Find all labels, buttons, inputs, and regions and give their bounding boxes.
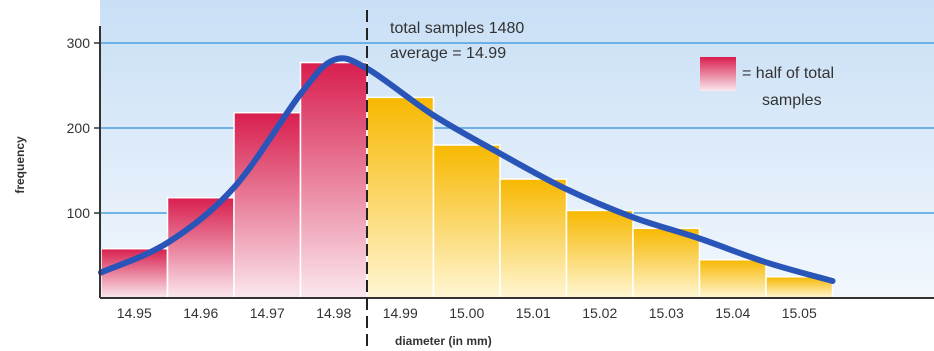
x-tick-label-15.05: 15.05	[782, 305, 817, 321]
x-tick-label-15.02: 15.02	[582, 305, 617, 321]
legend-label-line2: samples	[762, 92, 822, 109]
y-tick-label-300: 300	[67, 35, 91, 51]
legend-swatch	[700, 57, 736, 91]
bar-14.96	[166, 196, 235, 299]
bar-15.00	[432, 144, 501, 299]
x-tick-label-14.96: 14.96	[183, 305, 218, 321]
x-tick-label-14.95: 14.95	[117, 305, 152, 321]
legend-label-line1: = half of total	[742, 65, 834, 82]
x-tick-label-14.98: 14.98	[316, 305, 351, 321]
bar-15.04	[698, 259, 767, 299]
x-tick-label-15.00: 15.00	[449, 305, 484, 321]
y-tick-label-100: 100	[67, 205, 91, 221]
bar-15.02	[565, 209, 634, 299]
y-ticks: 100 200 300	[67, 35, 100, 221]
x-tick-label-14.97: 14.97	[250, 305, 285, 321]
x-tick-label-15.03: 15.03	[649, 305, 684, 321]
bar-15.01	[499, 178, 568, 299]
annotation-total-samples: total samples 1480	[390, 20, 524, 37]
x-tick-label-14.99: 14.99	[383, 305, 418, 321]
x-tick-label-15.04: 15.04	[715, 305, 750, 321]
y-axis-title: frequency	[13, 136, 27, 194]
bar-15.03	[632, 227, 701, 299]
annotation-average: average = 14.99	[390, 45, 506, 62]
y-tick-label-200: 200	[67, 120, 91, 136]
x-tick-label-15.01: 15.01	[516, 305, 551, 321]
bar-14.98	[299, 61, 368, 299]
distribution-curve	[98, 55, 836, 284]
x-ticks: 14.95 14.96 14.97 14.98 14.99 15.00 15.01 15.02…	[117, 305, 817, 321]
x-axis-title: diameter (in mm)	[395, 334, 492, 348]
bar-14.99	[366, 96, 435, 299]
